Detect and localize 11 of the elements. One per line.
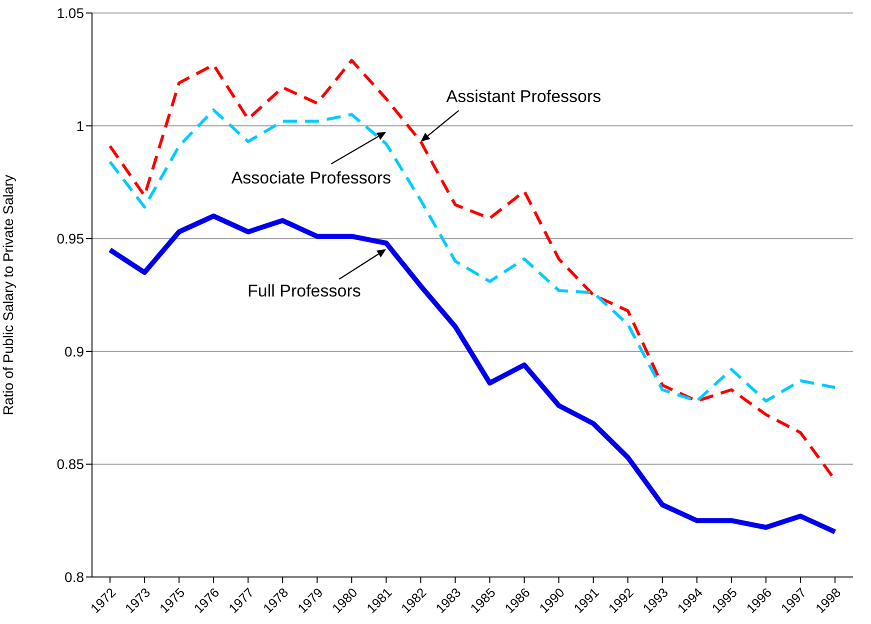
y-tick-label: 0.95	[56, 230, 84, 247]
line-series	[108, 108, 836, 403]
text: Assistant Professors	[446, 87, 602, 106]
y-tick-label: 0.9	[64, 343, 84, 360]
y-tick-label: 1	[76, 118, 84, 134]
y-axis-title: Ratio of Public Salary to Private Salary	[0, 174, 16, 416]
y-tick-label: 1.05	[56, 4, 84, 21]
text: Full Professors	[248, 282, 361, 301]
y-tick-label: 0.8	[64, 568, 84, 585]
series-label: Associate Professors	[231, 168, 392, 188]
y-tick-label: 0.85	[56, 456, 84, 472]
